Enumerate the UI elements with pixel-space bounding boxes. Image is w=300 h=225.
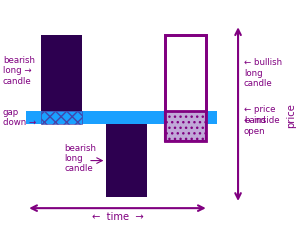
- Bar: [41, 111, 82, 124]
- Bar: [41, 111, 82, 124]
- Text: ← price
band: ← price band: [244, 106, 275, 125]
- Text: price: price: [286, 103, 296, 128]
- Bar: [164, 35, 206, 111]
- Bar: [26, 111, 218, 124]
- Text: bearish
long →
candle: bearish long → candle: [3, 56, 35, 86]
- Bar: [106, 124, 147, 197]
- Text: gap
down →: gap down →: [3, 108, 36, 127]
- Bar: [164, 35, 206, 141]
- Text: ← inside
open: ← inside open: [244, 116, 280, 136]
- Bar: [206, 111, 218, 124]
- Text: ← bullish
long
candle: ← bullish long candle: [244, 58, 282, 88]
- Text: ←  time  →: ← time →: [92, 212, 143, 222]
- Bar: [41, 35, 82, 111]
- Bar: [164, 111, 206, 141]
- Text: bearish
long
candle: bearish long candle: [64, 144, 97, 173]
